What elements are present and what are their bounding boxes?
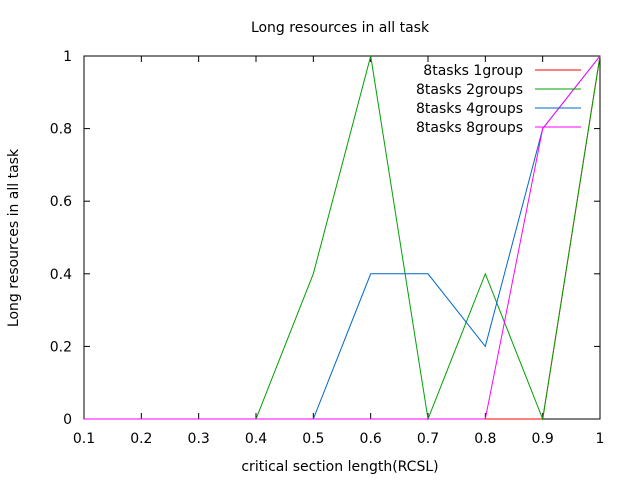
x-tick-label: 0.7 [417, 431, 439, 447]
x-tick-label: 0.8 [474, 431, 496, 447]
y-axis-label: Long resources in all task [6, 148, 22, 327]
x-tick-label: 0.6 [360, 431, 382, 447]
y-tick-label: 0 [63, 412, 72, 428]
legend: 8tasks 1group 8tasks 2groups 8tasks 4group… [416, 63, 581, 136]
x-tick-label: 0.1 [73, 431, 95, 447]
y-tick-label: 1 [63, 49, 72, 65]
series-line-4 [84, 55, 601, 420]
y-tick-label: 0.8 [50, 122, 72, 138]
x-tick-label: 0.9 [532, 431, 554, 447]
x-tick-label: 1 [596, 431, 605, 447]
legend-label: 8tasks 8groups [416, 120, 523, 136]
series-lines [84, 55, 601, 421]
legend-label: 8tasks 1group [423, 63, 523, 79]
legend-label: 8tasks 4groups [416, 101, 523, 117]
x-axis-label: critical section length(RCSL) [241, 459, 438, 475]
chart-title: Long resources in all task [251, 20, 430, 36]
x-tick-label: 0.2 [130, 431, 152, 447]
x-tick-label: 0.5 [302, 431, 324, 447]
y-tick-label: 0.4 [50, 267, 72, 283]
y-tick-label: 0.6 [50, 194, 72, 210]
x-tick-label: 0.4 [245, 431, 267, 447]
legend-label: 8tasks 2groups [416, 82, 523, 98]
axis-ticks: 0.1 0.2 0.3 0.4 0.5 0.6 0.7 0.8 0.9 1 0 0.2 0.4 0.6 0.… [50, 49, 605, 447]
y-tick-label: 0.2 [50, 339, 72, 355]
x-tick-label: 0.3 [188, 431, 210, 447]
